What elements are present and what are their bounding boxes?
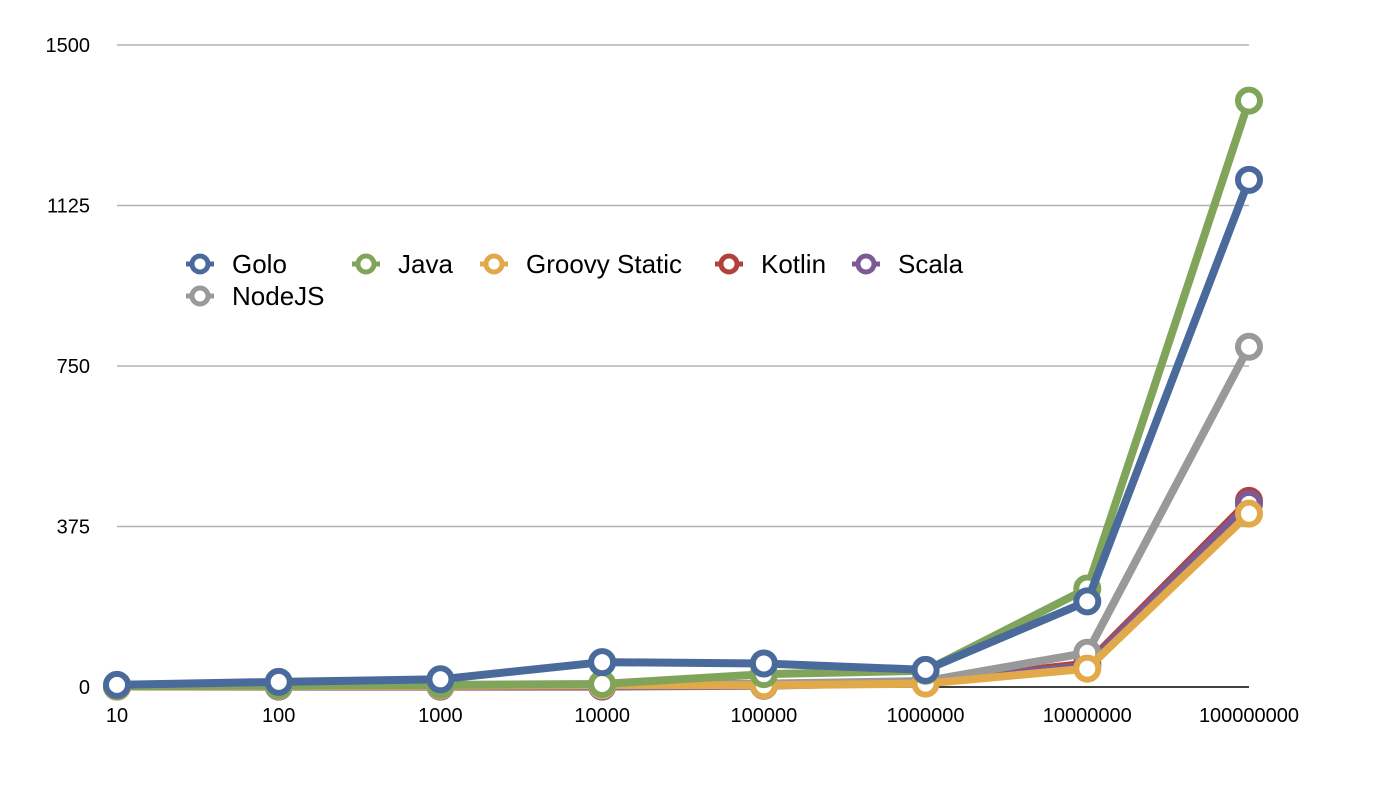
legend: Golo Java Groovy Static Kotlin Scala NodeJS	[186, 249, 964, 311]
x-tick-label: 10000000	[1043, 705, 1132, 727]
series-golo	[103, 165, 1263, 699]
legend-marker	[189, 285, 211, 307]
data-point	[264, 667, 293, 696]
series-nodejs	[103, 332, 1263, 701]
legend-label: NodeJS	[232, 281, 325, 311]
x-tick-label: 100000000	[1199, 705, 1299, 727]
data-point	[426, 665, 455, 694]
legend-marker	[189, 253, 211, 275]
axes: 0 375 750 1125 1500 10 100 1000 10000 100000 10000…	[46, 35, 1300, 727]
legend-label: Java	[398, 249, 453, 279]
legend-label: Scala	[898, 249, 964, 279]
x-tick-label: 100000	[730, 705, 797, 727]
legend-label: Groovy Static	[526, 249, 682, 279]
legend-item-golo: Golo	[186, 249, 287, 279]
series-line	[113, 342, 1253, 691]
gridlines	[117, 44, 1249, 528]
legend-label: Golo	[232, 249, 287, 279]
data-point	[749, 649, 778, 678]
y-tick-label: 1500	[46, 35, 91, 57]
data-point	[1235, 332, 1263, 361]
x-tick-label: 1000	[418, 705, 463, 727]
legend-item-java: Java	[352, 249, 453, 279]
data-point	[1235, 499, 1263, 528]
y-tick-label: 0	[79, 677, 90, 699]
data-point	[1235, 86, 1263, 115]
legend-marker	[855, 253, 877, 275]
legend-item-kotlin: Kotlin	[715, 249, 826, 279]
x-tick-label: 100	[262, 705, 295, 727]
data-point	[588, 670, 617, 699]
series-line	[113, 96, 1253, 691]
legend-marker	[355, 253, 377, 275]
legend-marker	[718, 253, 740, 275]
data-point	[1235, 165, 1263, 194]
data-point	[911, 655, 940, 684]
series	[103, 86, 1263, 701]
legend-label: Kotlin	[761, 249, 826, 279]
y-tick-label: 750	[57, 356, 90, 378]
legend-item-nodejs: NodeJS	[186, 281, 325, 311]
data-point	[1073, 654, 1102, 683]
series-line	[113, 175, 1253, 689]
data-point	[1073, 587, 1102, 616]
legend-item-scala: Scala	[852, 249, 964, 279]
data-point	[588, 648, 617, 677]
x-tick-label: 10	[106, 705, 128, 727]
x-tick-label: 10000	[574, 705, 630, 727]
y-tick-label: 1125	[47, 196, 90, 218]
x-tick-label: 1000000	[887, 705, 965, 727]
legend-item-groovy-static: Groovy Static	[480, 249, 682, 279]
legend-marker	[483, 253, 505, 275]
y-tick-label: 375	[57, 517, 90, 539]
data-point	[103, 670, 131, 699]
